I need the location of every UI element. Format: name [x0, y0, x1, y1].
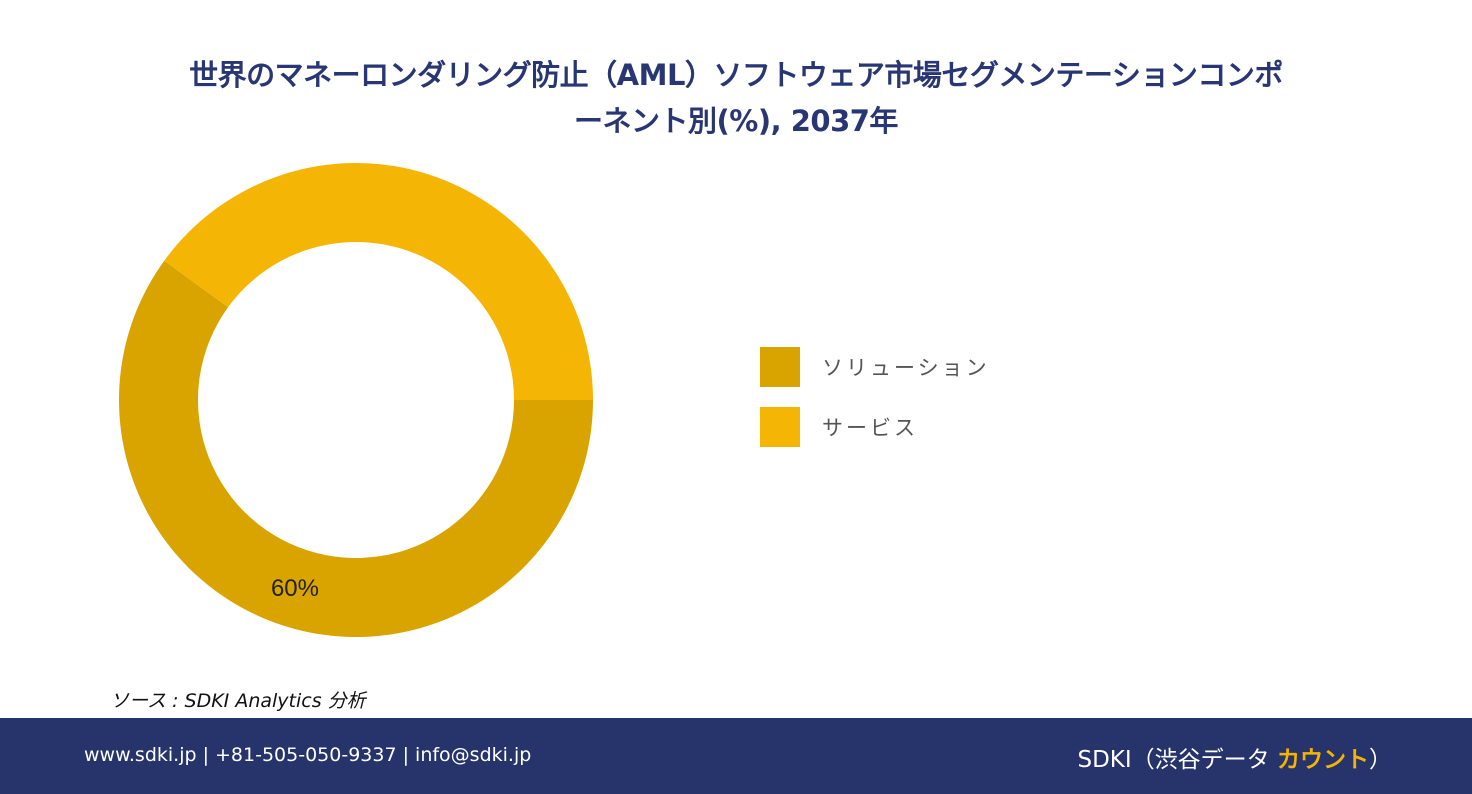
legend-item: ソリューション [760, 347, 990, 387]
chart-legend: ソリューション サービス [760, 347, 990, 467]
chart-title-line-2: ーネント別(%), 2037年 [574, 104, 898, 138]
footer-brand-prefix: SDKI（渋谷データ [1077, 747, 1277, 773]
donut-chart: 60% [118, 163, 593, 637]
legend-swatch [760, 347, 800, 387]
donut-slice-2 [164, 163, 593, 400]
footer-contact: www.sdki.jp | +81-505-050-9337 | info@sd… [84, 744, 532, 766]
footer-brand-suffix: ） [1369, 747, 1392, 773]
legend-label: サービス [822, 416, 918, 440]
chart-title-line-1: 世界のマネーロンダリング防止（AML）ソフトウェア市場セグメンテーションコンポ [189, 58, 1283, 92]
donut-slice-1 [118, 260, 593, 637]
footer-brand-accent: カウント [1277, 747, 1369, 773]
footer-bar: www.sdki.jp | +81-505-050-9337 | info@sd… [0, 718, 1472, 794]
data-label-1: 60% [271, 575, 319, 602]
source-note: ソース : SDKI Analytics 分析 [110, 690, 366, 712]
footer-brand-logo: SDKI（渋谷データ カウント） [1078, 740, 1393, 774]
legend-swatch [760, 407, 800, 447]
legend-label: ソリューション [822, 356, 990, 380]
chart-title: 世界のマネーロンダリング防止（AML）ソフトウェア市場セグメンテーションコンポ … [40, 52, 1432, 144]
legend-item: サービス [760, 407, 990, 447]
